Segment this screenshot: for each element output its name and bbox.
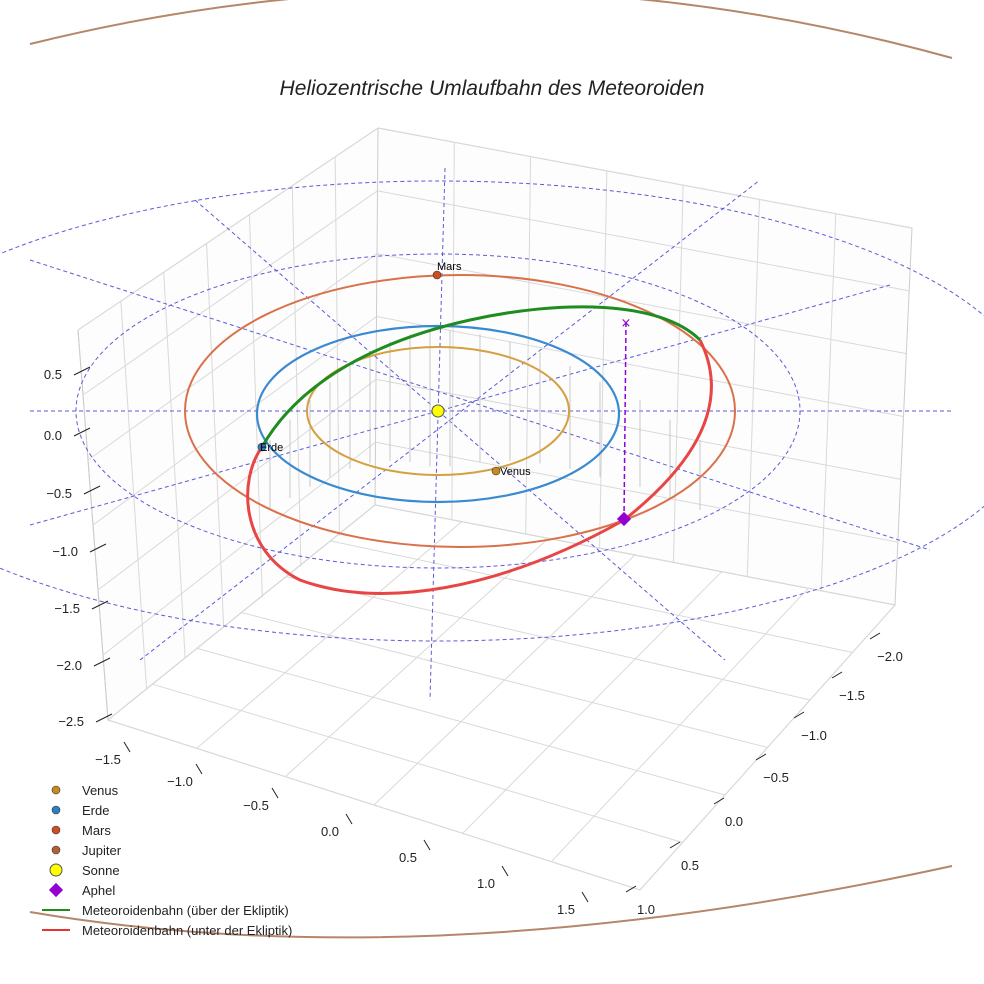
x-tick-label: −0.5 [243, 798, 269, 813]
x-tick-mark [501, 865, 509, 877]
legend-label: Meteoroidenbahn (unter der Ekliptik) [82, 923, 292, 938]
x-tick-mark [581, 891, 589, 903]
grid [77, 127, 913, 891]
aphel-projection-line [623, 321, 627, 520]
z-axis-ticks: 0.5 0.0 −0.5 −1.0 −1.5 −2.0 −2.5 [44, 366, 113, 729]
aphel-projection-cross: × [621, 316, 632, 331]
mars-label: Mars [437, 261, 462, 273]
y-tick-label: −2.0 [877, 649, 903, 664]
earth-orbit [255, 324, 621, 504]
x-axis-ticks: −1.5 −1.0 −0.5 0.0 0.5 1.0 1.5 [95, 741, 589, 917]
earth-marker [257, 442, 267, 452]
x-tick-label: 1.5 [557, 902, 575, 917]
z-tick-mark [83, 485, 101, 495]
z-tick-mark [89, 543, 107, 553]
meteoroid-orbit-above [260, 305, 702, 448]
x-tick-mark [271, 787, 279, 799]
z-tick-label: 0.5 [44, 367, 62, 382]
legend-marker [51, 785, 61, 795]
x-tick-label: 1.0 [477, 876, 495, 891]
legend-marker [51, 845, 61, 855]
legend-item-jupiter: Jupiter [51, 843, 122, 858]
x-tick-mark [195, 763, 203, 775]
x-tick-label: −1.5 [95, 752, 121, 767]
z-tick-mark [73, 366, 91, 376]
y-tick-label: 1.0 [637, 902, 655, 917]
mars-marker [432, 270, 442, 280]
legend-marker [48, 882, 64, 898]
venus-marker [491, 466, 501, 476]
jupiter-orbit-top [29, 0, 953, 59]
x-tick-label: 0.0 [321, 824, 339, 839]
y-tick-mark [625, 885, 637, 893]
x-tick-mark [423, 839, 431, 851]
x-tick-mark [123, 741, 131, 753]
legend-label: Sonne [82, 863, 120, 878]
y-tick-mark [669, 841, 681, 849]
z-tick-mark [93, 657, 111, 667]
z-tick-label: −2.5 [58, 714, 84, 729]
legend-item-mars: Mars [51, 823, 111, 838]
legend-item-erde: Erde [51, 803, 109, 818]
y-tick-label: 0.0 [725, 814, 743, 829]
z-tick-label: −2.0 [56, 658, 82, 673]
legend-label: Venus [82, 783, 119, 798]
sun-marker [431, 404, 445, 418]
y-tick-mark [831, 671, 843, 679]
aphel-marker [616, 511, 632, 527]
legend-label: Jupiter [82, 843, 122, 858]
y-tick-label: 0.5 [681, 858, 699, 873]
y-tick-label: −1.5 [839, 688, 865, 703]
z-tick-label: −1.0 [52, 544, 78, 559]
x-tick-mark [345, 813, 353, 825]
z-tick-mark [73, 427, 91, 437]
legend-marker [51, 825, 61, 835]
legend-label: Mars [82, 823, 111, 838]
z-tick-mark [91, 600, 109, 610]
legend-label: Erde [82, 803, 109, 818]
z-tick-label: 0.0 [44, 428, 62, 443]
legend-item-meteoroidenbahn: Meteoroidenbahn (über der Ekliptik) [42, 903, 289, 918]
legend-label: Aphel [82, 883, 115, 898]
legend-item-aphel: Aphel [48, 882, 115, 898]
legend-label: Meteoroidenbahn (über der Ekliptik) [82, 903, 289, 918]
y-tick-mark [713, 797, 725, 805]
mars-orbit [184, 274, 736, 548]
z-tick-mark [95, 713, 113, 723]
y-tick-mark [869, 632, 881, 640]
venus-orbit [306, 346, 570, 476]
venus-label: Venus [500, 466, 531, 478]
legend-item-sonne: Sonne [49, 863, 120, 878]
meteoroid-drop-lines [269, 330, 701, 510]
z-tick-label: −0.5 [46, 486, 72, 501]
y-tick-label: −0.5 [763, 770, 789, 785]
legend-item-venus: Venus [51, 783, 119, 798]
legend-marker [49, 863, 63, 877]
jupiter-orbit-bottom [29, 865, 953, 939]
legend: Venus Erde Mars Jupiter Sonne Aphel Meteoroide… [42, 783, 292, 938]
legend-item-meteoroidenbahn: Meteoroidenbahn (unter der Ekliptik) [42, 923, 292, 938]
y-tick-mark [755, 753, 767, 761]
chart-title: Heliozentrische Umlaufbahn des Meteoroid… [280, 77, 705, 100]
z-tick-label: −1.5 [54, 601, 80, 616]
legend-marker [51, 805, 61, 815]
y-tick-mark [793, 711, 805, 719]
y-axis-ticks: −2.0 −1.5 −1.0 −0.5 0.0 0.5 1.0 [625, 632, 903, 917]
x-tick-label: −1.0 [167, 774, 193, 789]
x-tick-label: 0.5 [399, 850, 417, 865]
meteoroid-orbit-below [246, 339, 713, 595]
y-tick-label: −1.0 [801, 728, 827, 743]
earth-label: Erde [260, 442, 283, 454]
